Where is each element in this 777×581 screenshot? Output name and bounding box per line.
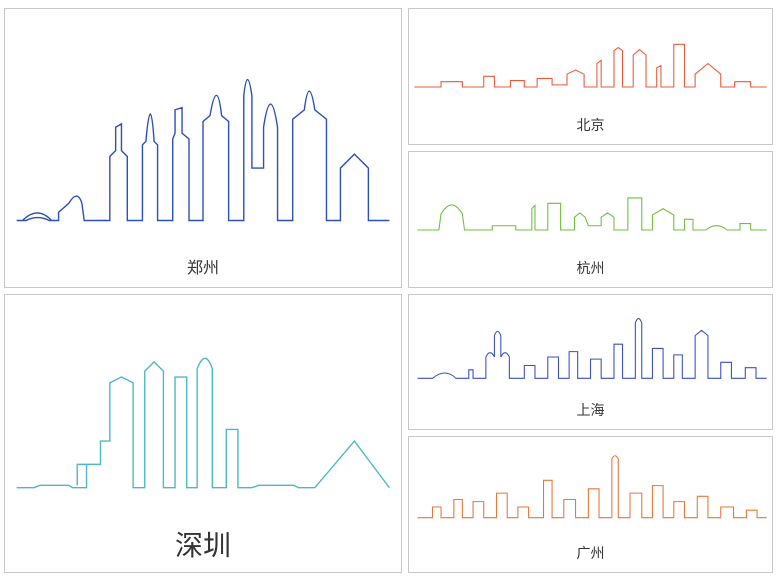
label-zhengzhou: 郑州	[187, 259, 219, 278]
panel-beijing: 北京	[408, 8, 773, 145]
skyline-shenzhen	[5, 295, 401, 529]
skyline-guangzhou	[409, 437, 772, 545]
skyline-beijing	[409, 9, 772, 117]
label-shenzhen: 深圳	[175, 530, 231, 564]
label-hangzhou: 杭州	[577, 262, 605, 279]
label-guangzhou: 广州	[577, 547, 605, 564]
panel-shenzhen: 深圳	[4, 294, 402, 574]
panel-shanghai: 上海	[408, 294, 773, 431]
panel-guangzhou: 广州	[408, 436, 773, 573]
panel-hangzhou: 杭州	[408, 151, 773, 288]
label-shanghai: 上海	[577, 404, 605, 421]
skyline-grid: 郑州 深圳 北京 杭州 上海	[0, 0, 777, 581]
label-beijing: 北京	[577, 119, 605, 136]
skyline-shanghai	[409, 295, 772, 403]
skyline-zhengzhou	[5, 9, 401, 257]
panel-zhengzhou: 郑州	[4, 8, 402, 288]
skyline-hangzhou	[409, 152, 772, 260]
left-column: 郑州 深圳	[4, 8, 402, 573]
right-column: 北京 杭州 上海 广州	[408, 8, 773, 573]
